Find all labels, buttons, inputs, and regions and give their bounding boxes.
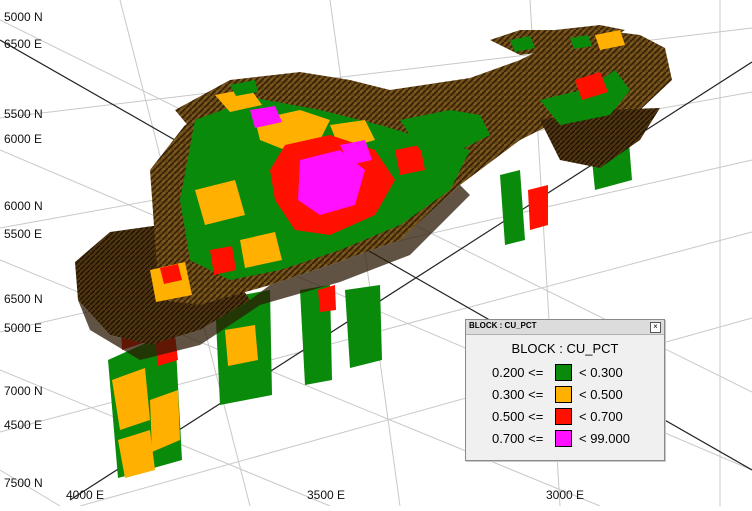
legend-heading: BLOCK : CU_PCT [511, 341, 619, 356]
legend-row: 0.700 <= < 99.000 [466, 430, 664, 448]
grade-ore-blocks [150, 30, 630, 302]
axis-label-east-bottom-1: 4000 E [66, 488, 105, 502]
legend-swatch [555, 364, 572, 381]
axis-label-east-bottom-2: 3500 E [307, 488, 346, 502]
axis-label-north-mid-b: 6000 N [4, 199, 43, 213]
axis-label-east-low-b: 4500 E [4, 418, 43, 432]
legend-window[interactable]: BLOCK : CU_PCT × BLOCK : CU_PCT 0.200 <=… [465, 319, 665, 461]
axis-label-east-top: 6500 E [4, 37, 43, 51]
legend-row: 0.500 <= < 0.700 [466, 408, 664, 426]
axis-label-north-bottom: 7500 N [4, 476, 43, 490]
legend-swatch [555, 386, 572, 403]
axis-label-north-low-a: 6500 N [4, 292, 43, 306]
axis-label-east-mid-b: 5500 E [4, 227, 43, 241]
legend-swatch [555, 408, 572, 425]
legend-lower-bound: 0.700 <= [492, 431, 544, 446]
axis-label-east-bottom-3: 3000 E [546, 488, 585, 502]
legend-lower-bound: 0.200 <= [492, 365, 544, 380]
legend-title-bar[interactable]: BLOCK : CU_PCT × [466, 320, 664, 335]
legend-upper-bound: < 0.700 [579, 409, 623, 424]
legend-swatch [555, 430, 572, 447]
legend-row: 0.200 <= < 0.300 [466, 364, 664, 382]
legend-upper-bound: < 99.000 [579, 431, 630, 446]
close-icon[interactable]: × [650, 322, 661, 333]
axis-label-north-mid-a: 5500 N [4, 107, 43, 121]
legend-row: 0.300 <= < 0.500 [466, 386, 664, 404]
axis-label-north-top: 5000 N [4, 10, 43, 24]
axis-label-east-low-a: 5000 E [4, 321, 43, 335]
axis-label-east-mid-a: 6000 E [4, 132, 43, 146]
legend-window-title: BLOCK : CU_PCT [469, 321, 537, 330]
axis-label-north-low-b: 7000 N [4, 384, 43, 398]
legend-lower-bound: 0.300 <= [492, 387, 544, 402]
legend-upper-bound: < 0.300 [579, 365, 623, 380]
legend-upper-bound: < 0.500 [579, 387, 623, 402]
legend-lower-bound: 0.500 <= [492, 409, 544, 424]
